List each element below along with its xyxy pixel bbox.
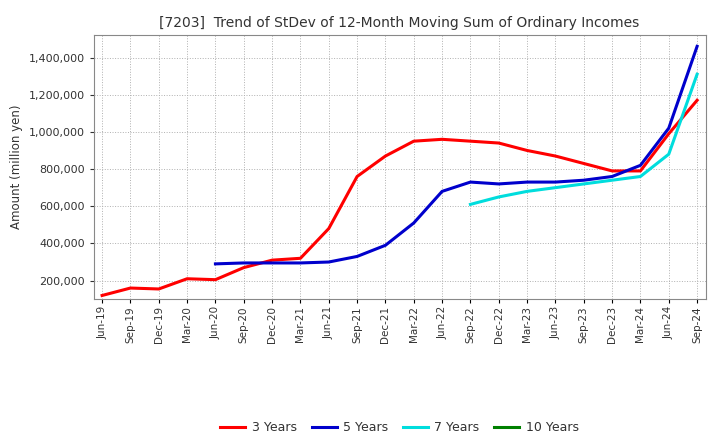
5 Years bbox=[296, 260, 305, 266]
Line: 7 Years: 7 Years bbox=[470, 74, 697, 205]
3 Years bbox=[551, 154, 559, 159]
3 Years bbox=[636, 168, 644, 173]
3 Years bbox=[495, 140, 503, 146]
3 Years bbox=[268, 257, 276, 263]
3 Years bbox=[296, 256, 305, 261]
7 Years bbox=[693, 72, 701, 77]
3 Years bbox=[438, 137, 446, 142]
3 Years bbox=[211, 277, 220, 282]
3 Years bbox=[353, 174, 361, 179]
3 Years bbox=[466, 139, 474, 144]
Title: [7203]  Trend of StDev of 12-Month Moving Sum of Ordinary Incomes: [7203] Trend of StDev of 12-Month Moving… bbox=[159, 16, 640, 30]
3 Years bbox=[155, 286, 163, 292]
5 Years bbox=[325, 259, 333, 264]
3 Years bbox=[580, 161, 588, 166]
3 Years bbox=[98, 293, 107, 298]
7 Years bbox=[466, 202, 474, 207]
5 Years bbox=[410, 220, 418, 226]
3 Years bbox=[183, 276, 192, 282]
5 Years bbox=[381, 242, 390, 248]
5 Years bbox=[636, 163, 644, 168]
5 Years bbox=[495, 181, 503, 187]
3 Years bbox=[126, 286, 135, 291]
Line: 3 Years: 3 Years bbox=[102, 100, 697, 296]
5 Years bbox=[580, 178, 588, 183]
5 Years bbox=[551, 180, 559, 185]
5 Years bbox=[608, 174, 616, 179]
5 Years bbox=[665, 125, 673, 131]
5 Years bbox=[240, 260, 248, 266]
3 Years bbox=[523, 148, 531, 153]
Legend: 3 Years, 5 Years, 7 Years, 10 Years: 3 Years, 5 Years, 7 Years, 10 Years bbox=[215, 416, 584, 439]
7 Years bbox=[636, 174, 644, 179]
3 Years bbox=[325, 226, 333, 231]
3 Years bbox=[410, 139, 418, 144]
Y-axis label: Amount (million yen): Amount (million yen) bbox=[10, 105, 23, 229]
7 Years bbox=[551, 185, 559, 190]
3 Years bbox=[240, 265, 248, 270]
5 Years bbox=[353, 254, 361, 259]
5 Years bbox=[693, 44, 701, 49]
7 Years bbox=[523, 189, 531, 194]
7 Years bbox=[665, 151, 673, 157]
5 Years bbox=[268, 260, 276, 266]
3 Years bbox=[381, 154, 390, 159]
5 Years bbox=[211, 261, 220, 267]
7 Years bbox=[495, 194, 503, 200]
Line: 5 Years: 5 Years bbox=[215, 46, 697, 264]
5 Years bbox=[466, 180, 474, 185]
3 Years bbox=[608, 168, 616, 173]
7 Years bbox=[580, 181, 588, 187]
5 Years bbox=[438, 189, 446, 194]
7 Years bbox=[608, 178, 616, 183]
3 Years bbox=[693, 98, 701, 103]
3 Years bbox=[665, 131, 673, 136]
5 Years bbox=[523, 180, 531, 185]
